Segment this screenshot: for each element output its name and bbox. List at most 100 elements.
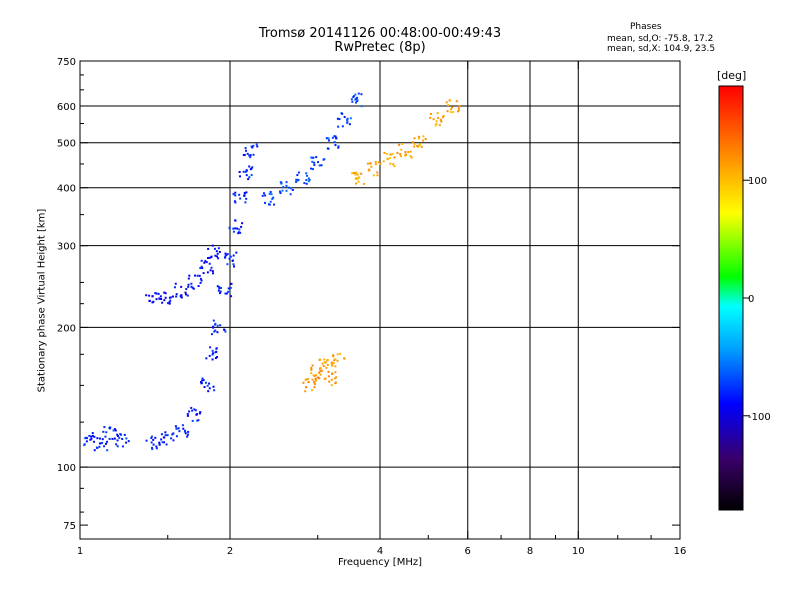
data-point — [432, 118, 435, 121]
data-point — [170, 296, 173, 299]
data-point — [323, 377, 326, 380]
data-point — [151, 446, 154, 449]
data-point — [360, 172, 363, 175]
data-point — [319, 373, 322, 376]
data-point — [305, 182, 308, 185]
data-point — [232, 230, 235, 233]
data-point — [148, 294, 151, 297]
data-point — [199, 411, 202, 414]
data-point — [155, 447, 158, 450]
data-point — [175, 295, 178, 298]
data-point — [190, 285, 193, 288]
data-point — [315, 373, 318, 376]
data-point — [328, 380, 331, 383]
data-point — [232, 227, 235, 230]
colorbar-tick-label: -100 — [748, 412, 771, 423]
data-point — [230, 282, 233, 285]
data-point — [307, 381, 310, 384]
data-point — [244, 201, 247, 204]
data-point — [237, 231, 240, 234]
data-point — [206, 384, 209, 387]
data-point — [409, 150, 412, 153]
x-tick-label: 4 — [377, 546, 383, 557]
data-point — [393, 165, 396, 168]
data-point — [316, 376, 319, 379]
data-point — [158, 297, 161, 300]
data-point — [351, 172, 354, 175]
data-point — [346, 121, 349, 124]
data-point — [103, 426, 106, 429]
data-point — [206, 271, 209, 274]
data-point — [232, 193, 235, 196]
data-point — [239, 175, 242, 178]
data-point — [241, 222, 244, 225]
data-point — [297, 178, 300, 181]
data-point — [236, 227, 239, 230]
data-point — [218, 250, 221, 253]
data-point — [386, 152, 389, 155]
data-point — [242, 170, 245, 173]
colorbar — [718, 85, 744, 511]
data-point — [186, 294, 189, 297]
data-point — [186, 413, 189, 416]
data-point — [226, 253, 229, 256]
data-point — [200, 381, 203, 384]
data-point — [314, 377, 317, 380]
data-point — [310, 368, 313, 371]
data-point — [311, 378, 314, 381]
data-point — [318, 358, 321, 361]
data-point — [157, 292, 160, 295]
data-point — [327, 137, 330, 140]
data-point — [437, 116, 440, 119]
data-point — [217, 257, 220, 260]
data-point — [205, 261, 208, 264]
data-point — [238, 228, 241, 231]
data-point — [201, 377, 204, 380]
data-point — [251, 166, 254, 169]
data-point — [191, 419, 194, 422]
data-point — [148, 299, 151, 302]
data-point — [239, 197, 242, 200]
data-point — [357, 180, 360, 183]
data-point — [413, 137, 416, 140]
data-point — [434, 124, 437, 127]
data-point — [401, 142, 404, 145]
data-point — [215, 255, 218, 258]
data-point — [357, 176, 360, 179]
data-point — [335, 376, 338, 379]
data-point — [228, 227, 231, 230]
data-point — [166, 434, 169, 437]
data-point — [307, 177, 310, 180]
data-point — [190, 282, 193, 285]
data-point — [173, 286, 176, 289]
data-point — [207, 390, 210, 393]
data-point — [336, 353, 339, 356]
data-point — [245, 191, 248, 194]
data-point — [304, 390, 307, 393]
data-point — [326, 147, 329, 150]
data-point — [310, 156, 313, 159]
data-point — [352, 96, 355, 99]
data-point — [170, 437, 173, 440]
data-point — [341, 112, 344, 115]
x-tick-label: 2 — [227, 546, 233, 557]
data-point — [334, 381, 337, 384]
data-point — [205, 357, 208, 360]
data-point — [98, 445, 101, 448]
data-point — [215, 347, 218, 350]
data-point — [154, 436, 157, 439]
data-point — [220, 287, 223, 290]
stats-o-mode: mean, sd,O: -75.8, 17.2 — [607, 34, 714, 44]
data-point — [164, 296, 167, 299]
data-point — [368, 169, 371, 172]
data-point — [289, 193, 292, 196]
data-point — [392, 163, 395, 166]
data-point — [382, 160, 385, 163]
data-point — [436, 112, 439, 115]
data-point — [175, 435, 178, 438]
x-tick-label: 6 — [465, 546, 471, 557]
data-point — [318, 371, 321, 374]
data-point — [379, 162, 382, 165]
data-point — [305, 179, 308, 182]
data-point — [325, 366, 328, 369]
